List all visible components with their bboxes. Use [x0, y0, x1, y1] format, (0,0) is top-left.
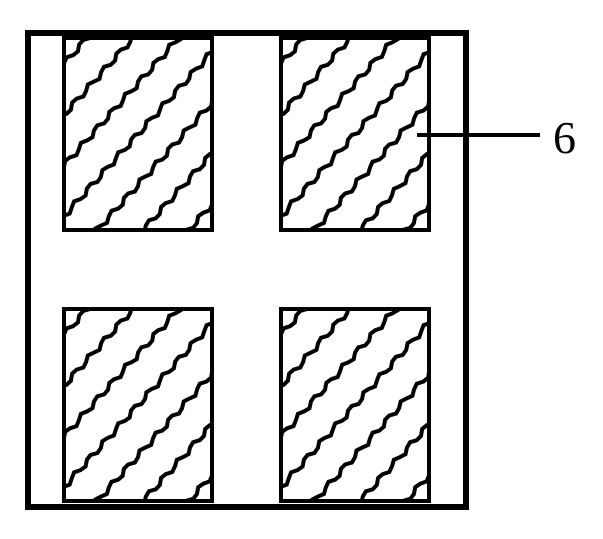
- callout-label-6: 6: [553, 115, 576, 161]
- hatched-block-top-left: [62, 36, 214, 232]
- hatched-block-bottom-right: [279, 307, 431, 503]
- callout-leader-line: [417, 133, 540, 137]
- diagram-canvas: 6: [0, 0, 603, 539]
- hatched-block-bottom-left: [62, 307, 214, 503]
- hatched-block-top-right: [279, 36, 431, 232]
